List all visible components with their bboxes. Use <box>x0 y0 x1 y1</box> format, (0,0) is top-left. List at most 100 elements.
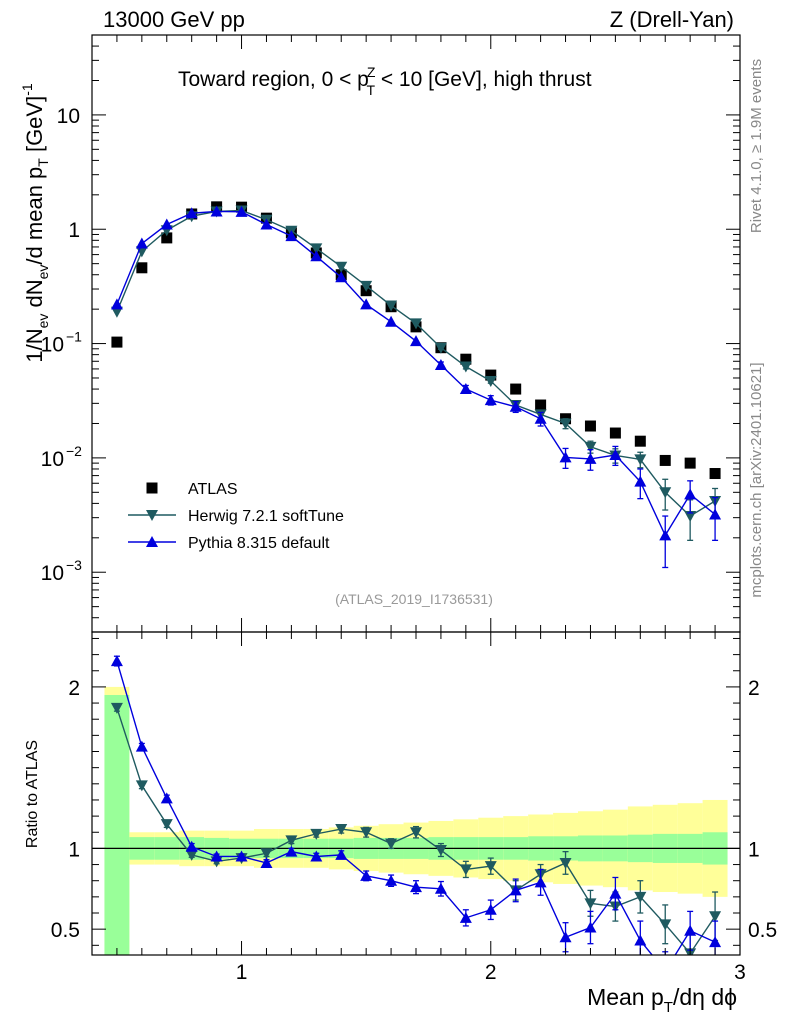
pythia-8-315-default-point <box>584 452 597 464</box>
main-y-axis-label: 1/Nev dNev/d mean pT [GeV]-1 <box>19 83 51 363</box>
pythia-8-315-default-point <box>609 449 622 461</box>
ratio-pythia-8-315-default-point <box>285 845 298 857</box>
ratio-pythia-8-315-default-point <box>385 874 398 886</box>
ratio-herwig-7-2-1-softtune-point <box>110 702 123 714</box>
ratio-y-tick-label-right: 1 <box>748 838 760 861</box>
atlas-point <box>136 262 148 274</box>
x-label-subscript: T <box>664 999 673 1016</box>
main-y-tick-exponent: −3 <box>66 557 82 573</box>
pythia-8-315-default-point <box>659 529 672 541</box>
pythia-8-315-default-point <box>260 218 273 230</box>
atlas-point <box>634 435 646 447</box>
pythia-8-315-default-point <box>559 451 572 463</box>
main-y-axis-label-text: 1/Nev dNev/d mean pT [GeV]-1 <box>19 83 51 363</box>
pythia-8-315-default-point <box>185 207 198 219</box>
herwig-7-2-1-softtune-point <box>584 441 597 453</box>
legend-herwig-7-2-1-softtune-marker <box>146 510 158 521</box>
atlas-point <box>584 420 596 432</box>
ratio-y-tick-label-right: 0.5 <box>748 919 777 942</box>
pythia-8-315-default-point <box>360 298 373 310</box>
ratio-pythia-8-315-default-point <box>410 881 422 893</box>
ratio-herwig-7-2-1-softtune-point <box>360 827 373 839</box>
atlas-point <box>485 369 497 381</box>
ratio-herwig-7-2-1-softtune-point <box>310 828 323 840</box>
analysis-ref: (ATLAS_2019_I1736531) <box>335 591 493 607</box>
pythia-8-315-default-point <box>634 475 647 487</box>
herwig-7-2-1-softtune-point <box>360 280 373 292</box>
main-y-tick-label: 10 <box>57 105 80 128</box>
ratio-herwig-7-2-1-softtune-point <box>410 827 422 839</box>
region-title-sup: Z <box>367 64 376 80</box>
ratio-herwig-7-2-1-softtune-point <box>285 835 298 847</box>
ratio-pythia-8-315-default-point <box>559 931 572 943</box>
ratio-pythia-8-315-default-point <box>235 850 248 862</box>
main-y-tick-label: 1 <box>68 219 80 242</box>
legend-herwig-7-2-1-softtune-label: Herwig 7.2.1 softTune <box>188 508 344 525</box>
ratio-herwig-7-2-1-softtune-point <box>709 911 722 923</box>
ratio-series-layer <box>110 655 722 976</box>
y-label-superscript: -1 <box>19 83 35 96</box>
pythia-8-315-default-point <box>684 488 697 500</box>
ratio-pythia-8-315-default-point <box>434 882 447 894</box>
pythia-8-315-default-point <box>534 412 547 424</box>
ratio-herwig-7-2-1-softtune-point <box>160 819 173 831</box>
main-y-tick-label: 10 <box>41 334 64 357</box>
atlas-point <box>161 232 173 244</box>
x-label-segment: Mean p <box>587 984 664 1010</box>
atlas-point <box>684 457 696 469</box>
herwig-7-2-1-softtune-point <box>434 342 447 354</box>
ratio-herwig-7-2-1-softtune-point <box>385 838 398 850</box>
atlas-point <box>111 336 123 348</box>
main-y-tick-exponent: −1 <box>66 329 82 345</box>
pythia-8-315-default-point <box>235 205 248 217</box>
y-label-segment: 1/N <box>22 328 47 362</box>
legend-atlas-label: ATLAS <box>188 481 238 498</box>
ratio-herwig-7-2-1-softtune-point <box>659 919 672 931</box>
ratio-pythia-8-315-default-point <box>135 740 148 752</box>
y-label-segment: [GeV] <box>22 96 47 158</box>
ratio-pythia-8-315-default-point <box>335 848 348 860</box>
region-title-sub: T <box>366 82 375 98</box>
herwig-7-2-1-softtune-point <box>385 300 398 312</box>
legend-pythia-8-315-default-marker <box>146 536 158 547</box>
ratio-herwig-7-2-1-softtune-point <box>559 857 572 869</box>
ratio-pythia-8-315-default-point <box>210 850 223 862</box>
herwig-7-2-1-softtune-point <box>410 318 422 330</box>
process-label: Z (Drell-Yan) <box>610 7 734 32</box>
pythia-8-315-default-point <box>335 271 348 283</box>
ratio-bands <box>92 686 740 955</box>
ratio-y-tick-label: 0.5 <box>51 919 80 942</box>
pythia-8-315-default-point <box>410 335 422 347</box>
y-label-segment: /d mean p <box>22 167 47 265</box>
y-label-subscript: T <box>35 158 51 167</box>
ratio-herwig-7-2-1-softtune-point <box>634 891 647 903</box>
x-tick-label: 2 <box>485 961 497 984</box>
herwig-7-2-1-softtune-line <box>116 209 716 517</box>
atlas-point <box>609 427 621 439</box>
atlas-point <box>460 353 472 365</box>
ratio-pythia-8-315-default-point <box>684 924 697 936</box>
ratio-axes: 0.5 0.5 1 1 2 2 1 2 3 <box>51 632 777 984</box>
ratio-pythia-8-315-default-point <box>634 934 647 946</box>
pythia-8-315-default-point <box>110 298 123 310</box>
ratio-herwig-7-2-1-softtune-point <box>584 898 597 910</box>
rivet-version-label: Rivet 4.1.0, ≥ 1.9M events <box>748 59 765 233</box>
y-label-subscript: ev <box>35 265 51 280</box>
herwig-7-2-1-softtune-point <box>459 361 472 373</box>
ratio-pythia-8-315-default-point <box>484 903 497 915</box>
ratio-pythia-8-315-default-point <box>110 655 123 667</box>
pythia-8-315-default-point <box>310 250 323 262</box>
x-tick-label: 1 <box>236 961 248 984</box>
pythia-8-315-default-point <box>484 394 497 406</box>
pythia-8-315-default-point <box>709 508 722 520</box>
ratio-pythia-8-315-default-point <box>509 884 522 896</box>
ratio-herwig-7-2-1-softtune-point <box>260 848 273 860</box>
ratio-herwig-7-2-1-softtune-point <box>135 780 148 792</box>
pythia-8-315-default-point <box>135 237 148 249</box>
pythia-8-315-default-point <box>459 383 472 395</box>
ratio-herwig-7-2-1-softtune-point <box>484 861 497 873</box>
main-y-tick-label: 10 <box>41 562 64 585</box>
ratio-pythia-8-315-default-point <box>659 965 671 976</box>
ratio-pythia-8-315-default-point <box>609 887 622 899</box>
